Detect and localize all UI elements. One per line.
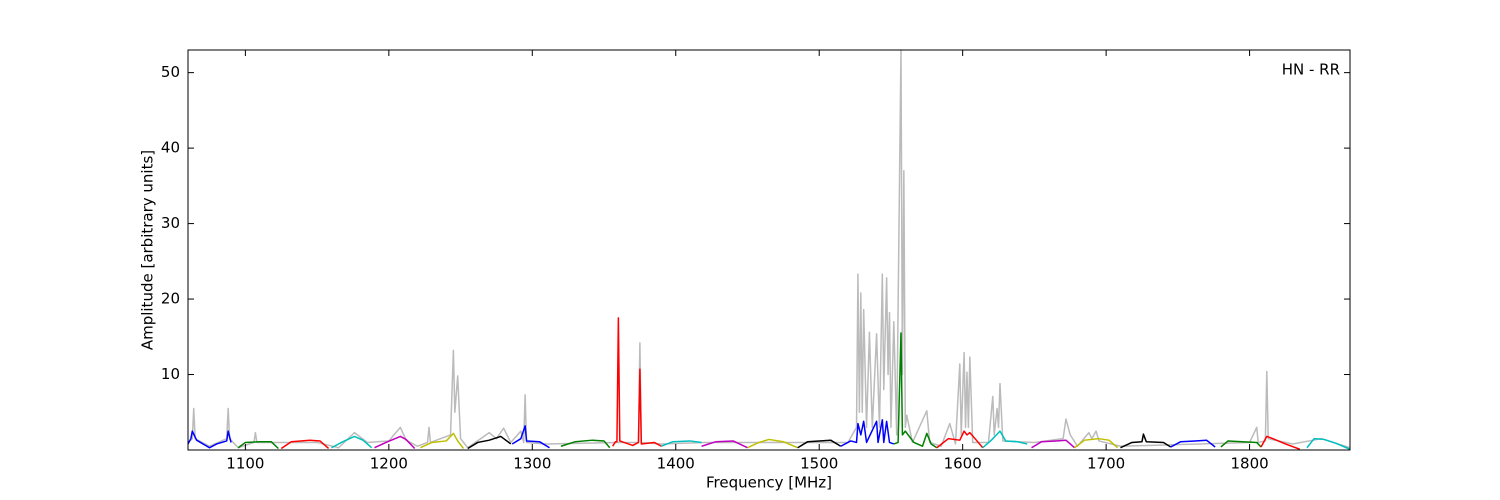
- spectrum-line: [560, 439, 611, 449]
- spectrum-line: [187, 430, 232, 449]
- spectrum-line: [893, 332, 938, 449]
- x-tick-label: 1800: [1230, 455, 1268, 473]
- y-tick-label: 50: [161, 63, 180, 81]
- spectrum-line: [1120, 433, 1172, 449]
- annotation: HN - RR: [1282, 61, 1340, 79]
- spectrum-line: [1260, 435, 1301, 450]
- plot-area: [187, 49, 1351, 450]
- y-axis-label: Amplitude [arbitrary units]: [139, 150, 157, 350]
- spectrum-line: [1031, 439, 1076, 449]
- spectrum-line: [467, 435, 512, 450]
- spectrum-line: [331, 435, 373, 449]
- y-tick-label: 20: [161, 290, 180, 308]
- y-tick-label: 10: [161, 365, 180, 383]
- x-tick-label: 1100: [226, 455, 264, 473]
- y-tick-label: 40: [161, 139, 180, 157]
- spectrum-line: [611, 317, 662, 447]
- spectrum-line: [840, 419, 895, 447]
- x-tick-label: 1700: [1087, 455, 1125, 473]
- spectrum-line: [511, 425, 550, 449]
- spectrum-line: [747, 438, 798, 449]
- spectrum-line: [1170, 439, 1216, 448]
- spectrum-line: [280, 439, 330, 450]
- x-tick-label: 1300: [513, 455, 551, 473]
- spectrum-line: [936, 430, 984, 449]
- x-tick-label: 1500: [800, 455, 838, 473]
- spectrum-line: [1074, 437, 1119, 449]
- x-tick-label: 1400: [657, 455, 695, 473]
- spectrum-line: [1220, 440, 1262, 448]
- spectrum-line: [982, 430, 1028, 449]
- x-tick-label: 1600: [944, 455, 982, 473]
- spectrum-line: [237, 440, 279, 450]
- spectrum-line: [661, 440, 702, 447]
- spectrum-line: [797, 439, 842, 449]
- y-tick-label: 30: [161, 214, 180, 232]
- spectrum-line: [420, 432, 465, 449]
- axes-frame: [187, 49, 1351, 451]
- spectrum-line: [701, 440, 748, 449]
- spectrum-line: [374, 435, 416, 450]
- spectrum-line: [1306, 437, 1351, 450]
- x-tick-label: 1200: [370, 455, 408, 473]
- x-axis-label: Frequency [MHz]: [706, 474, 832, 492]
- spectrum-line: [187, 49, 1351, 449]
